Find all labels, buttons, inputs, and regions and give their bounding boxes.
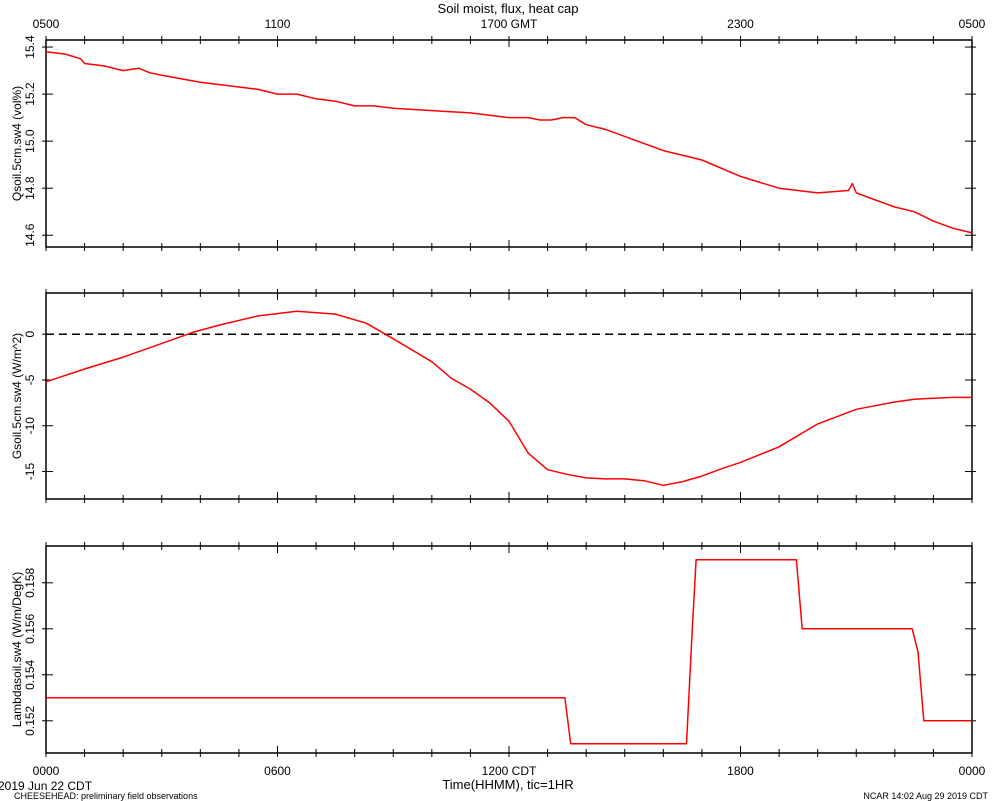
- bottom-tick-label: 0000: [33, 764, 60, 778]
- y-tick-label: 0: [23, 331, 37, 338]
- bottom-time-axis: 0000 0600 1200 CDT 1800 0000: [33, 764, 986, 778]
- y-tick-label: 14.6: [23, 223, 37, 247]
- top-tick-label: 0500: [33, 17, 60, 31]
- y-tick-label: -10: [23, 417, 37, 435]
- y-tick-label: 15.0: [23, 129, 37, 153]
- bottom-tick-label: 1800: [727, 764, 754, 778]
- series-line: [45, 51, 973, 234]
- chart-panels: 14.6 14.8 15.0 15.2 15.4 Qsoil.5cm.sw4 (vol%)…: [10, 35, 976, 757]
- chart-title: Soil moist, flux, heat cap: [438, 1, 579, 16]
- bottom-tick-label: 0000: [959, 764, 986, 778]
- top-tick-label: 1700 GMT: [481, 17, 538, 31]
- series-line: [46, 559, 972, 745]
- y-tick-label: 0.154: [23, 659, 37, 689]
- top-tick-label: 1100: [265, 17, 291, 31]
- y-tick-label: 15.2: [23, 82, 37, 106]
- top-tick-label: 0500: [959, 17, 986, 31]
- footer-right-note: NCAR 14:02 Aug 29 2019 CDT: [863, 791, 988, 801]
- y-axis-label: Qsoil.5cm.sw4 (vol%): [10, 86, 24, 201]
- panel-frame: [45, 545, 973, 754]
- y-tick-label: 0.152: [23, 705, 37, 735]
- x-axis-label: Time(HHMM), tic=1HR: [442, 777, 573, 792]
- y-tick-label: 0.158: [23, 567, 37, 597]
- series-line: [45, 310, 972, 487]
- top-tick-label: 2300: [727, 17, 754, 31]
- panel-1: 14.6 14.8 15.0 15.2 15.4 Qsoil.5cm.sw4 (vol%): [10, 35, 976, 251]
- y-tick-label: 0.156: [23, 613, 37, 643]
- footer-left-note: CHEESEHEAD: preliminary field observatio…: [14, 791, 198, 801]
- y-tick-label: 14.8: [23, 176, 37, 200]
- y-tick-label: 15.4: [23, 35, 37, 59]
- y-axis-label: Lambdasoil.sw4 (W/m/DegK): [10, 572, 24, 727]
- y-axis-label: Gsoil.5cm.sw4 (W/m^2): [10, 333, 24, 459]
- panel-frame: [45, 292, 973, 500]
- panel-frame: [45, 39, 973, 248]
- bottom-tick-label: 0600: [264, 764, 291, 778]
- y-tick-label: -15: [23, 463, 37, 481]
- date-label: 2019 Jun 22 CDT: [0, 779, 93, 793]
- top-time-axis: 0500 1100 1700 GMT 2300 0500: [33, 17, 986, 31]
- bottom-tick-label: 1200 CDT: [482, 764, 537, 778]
- y-tick-label: -5: [23, 374, 37, 385]
